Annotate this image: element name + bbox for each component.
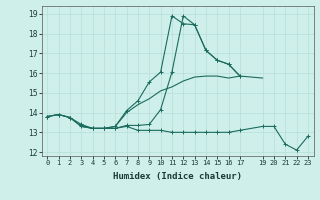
X-axis label: Humidex (Indice chaleur): Humidex (Indice chaleur) bbox=[113, 172, 242, 181]
